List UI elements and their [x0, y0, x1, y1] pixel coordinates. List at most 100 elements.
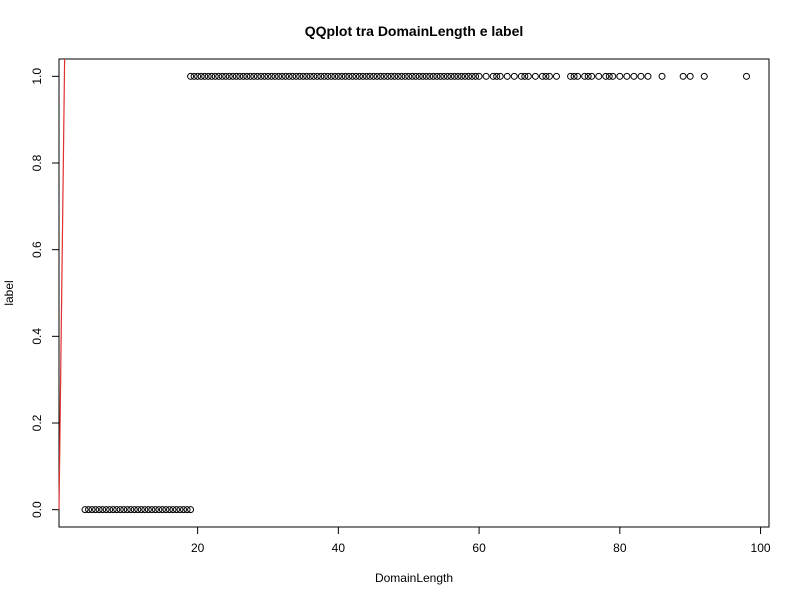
chart-title: QQplot tra DomainLength e label	[305, 23, 524, 39]
data-point	[180, 506, 188, 514]
data-point	[377, 72, 385, 80]
x-tick-label: 20	[191, 541, 205, 555]
data-point	[472, 72, 480, 80]
data-point	[225, 72, 233, 80]
data-point	[194, 72, 202, 80]
y-tick-label: 0.6	[30, 241, 44, 258]
data-point	[187, 72, 195, 80]
data-point	[443, 72, 451, 80]
data-point	[454, 72, 462, 80]
data-point	[257, 72, 265, 80]
data-point	[630, 72, 638, 80]
data-point	[320, 72, 328, 80]
data-point	[602, 72, 610, 80]
data-point	[324, 72, 332, 80]
data-point	[264, 72, 272, 80]
data-point	[151, 506, 159, 514]
data-point	[299, 72, 307, 80]
data-point	[465, 72, 473, 80]
data-point	[475, 72, 483, 80]
data-point	[334, 72, 342, 80]
data-point	[623, 72, 631, 80]
data-point	[408, 72, 416, 80]
data-point	[429, 72, 437, 80]
data-point	[496, 72, 504, 80]
data-point	[373, 72, 381, 80]
data-point	[208, 72, 216, 80]
data-point	[88, 506, 96, 514]
data-point	[211, 72, 219, 80]
data-point	[366, 72, 374, 80]
data-point	[246, 72, 254, 80]
data-point	[289, 72, 297, 80]
data-point	[489, 72, 497, 80]
data-point	[405, 72, 413, 80]
data-point	[176, 506, 184, 514]
data-point	[285, 72, 293, 80]
data-point	[331, 72, 339, 80]
data-point	[187, 506, 195, 514]
data-point	[440, 72, 448, 80]
data-point	[282, 72, 290, 80]
data-point	[391, 72, 399, 80]
data-point	[292, 72, 300, 80]
data-point	[542, 72, 550, 80]
data-point	[394, 72, 402, 80]
data-point	[503, 72, 511, 80]
data-point	[380, 72, 388, 80]
data-point	[450, 72, 458, 80]
data-point	[144, 506, 152, 514]
data-point	[426, 72, 434, 80]
data-point	[588, 72, 596, 80]
data-point	[637, 72, 645, 80]
data-point	[363, 72, 371, 80]
data-point	[197, 72, 205, 80]
data-point	[345, 72, 353, 80]
data-point	[123, 506, 131, 514]
data-point	[116, 506, 124, 514]
data-point	[229, 72, 237, 80]
data-point	[236, 72, 244, 80]
data-point	[524, 72, 532, 80]
data-point	[317, 72, 325, 80]
data-point	[338, 72, 346, 80]
data-point	[102, 506, 110, 514]
data-point	[595, 72, 603, 80]
data-point	[517, 72, 525, 80]
data-point	[679, 72, 687, 80]
data-point	[419, 72, 427, 80]
y-tick-label: 0.8	[30, 154, 44, 171]
data-point	[268, 72, 276, 80]
data-point	[415, 72, 423, 80]
x-tick-label: 100	[751, 541, 771, 555]
plot-frame	[58, 58, 770, 528]
data-point	[468, 72, 476, 80]
data-point	[169, 506, 177, 514]
data-point	[436, 72, 444, 80]
data-point	[165, 506, 173, 514]
data-point	[243, 72, 251, 80]
y-tick-label: 0.2	[30, 414, 44, 431]
data-point	[137, 506, 145, 514]
y-axis: 0.0 0.2 0.4 0.6 0.8 1.0	[30, 68, 59, 518]
data-point	[218, 72, 226, 80]
data-point	[275, 72, 283, 80]
x-axis: 20 40 60 80 100	[191, 527, 771, 555]
data-point	[398, 72, 406, 80]
data-point	[327, 72, 335, 80]
data-point	[493, 72, 501, 80]
x-tick-label: 40	[332, 541, 346, 555]
data-point	[250, 72, 258, 80]
data-point	[120, 506, 128, 514]
data-point	[700, 72, 708, 80]
data-points	[81, 72, 750, 514]
data-point	[422, 72, 430, 80]
data-point	[253, 72, 261, 80]
data-point	[215, 72, 223, 80]
data-point	[348, 72, 356, 80]
data-point	[109, 506, 117, 514]
data-point	[570, 72, 578, 80]
data-point	[538, 72, 546, 80]
data-point	[173, 506, 181, 514]
y-tick-label: 0.4	[30, 328, 44, 345]
